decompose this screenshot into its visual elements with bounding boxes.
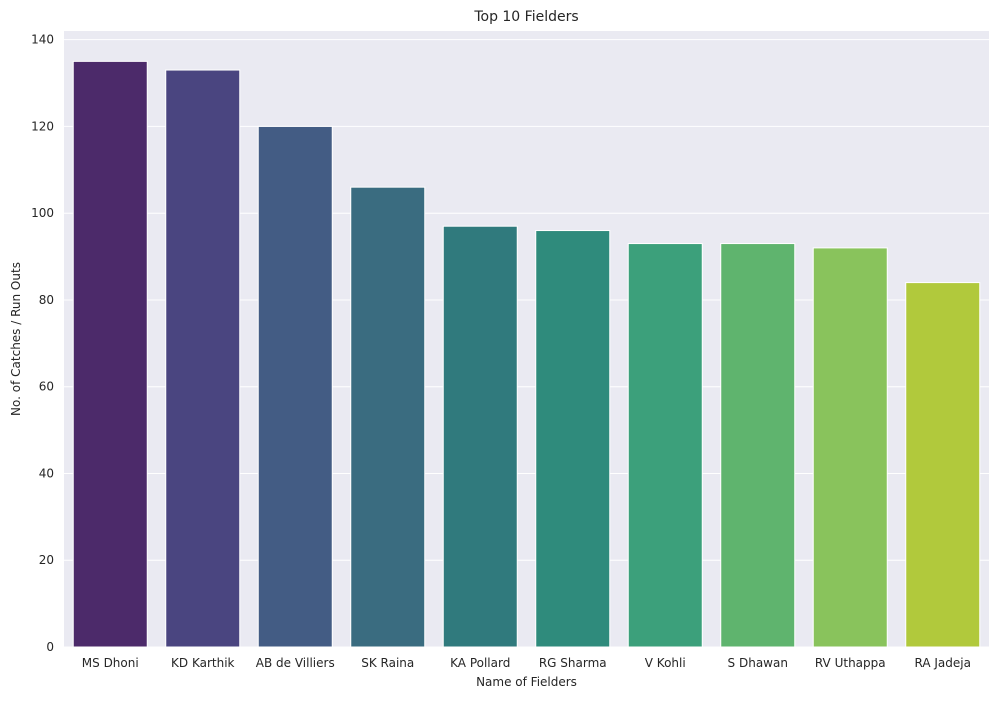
x-tick-label: MS Dhoni	[82, 656, 139, 670]
x-tick-label: RA Jadeja	[915, 656, 971, 670]
x-tick-label: KD Karthik	[171, 656, 235, 670]
y-tick-label: 0	[46, 640, 54, 654]
y-tick-label: 80	[39, 293, 54, 307]
x-axis-ticks: MS Dhoni KD Karthik AB de Villiers SK Raina…	[82, 656, 971, 670]
bar-ms-dhoni	[72, 60, 148, 648]
x-tick-label: SK Raina	[361, 656, 414, 670]
x-tick-label: RG Sharma	[539, 656, 607, 670]
bar-ra-jadeja	[905, 282, 981, 648]
y-tick-label: 20	[39, 553, 54, 567]
bar-ka-pollard	[442, 225, 518, 648]
bar-rg-sharma	[535, 230, 611, 648]
chart-title: Top 10 Fielders	[473, 9, 578, 25]
x-tick-label: KA Pollard	[450, 656, 510, 670]
bar-v-kohli	[627, 243, 703, 648]
x-tick-label: AB de Villiers	[256, 656, 335, 670]
x-tick-label: RV Uthappa	[815, 656, 886, 670]
y-axis-label: No. of Catches / Run Outs	[9, 262, 23, 416]
bar-sk-raina	[350, 186, 426, 648]
y-axis-ticks: 0 20 40 60 80 100 120 140	[31, 33, 54, 654]
x-tick-label: V Kohli	[645, 656, 686, 670]
bar-s-dhawan	[720, 243, 796, 648]
x-tick-label: S Dhawan	[728, 656, 788, 670]
bar-ab-de-villiers	[257, 125, 333, 648]
x-axis-label: Name of Fielders	[476, 675, 577, 689]
bars	[72, 60, 981, 648]
bar-kd-karthik	[165, 69, 241, 648]
y-tick-label: 140	[31, 33, 54, 47]
y-tick-label: 100	[31, 206, 54, 220]
y-tick-label: 40	[39, 466, 54, 480]
y-tick-label: 60	[39, 380, 54, 394]
bar-rv-uthappa	[812, 247, 888, 648]
y-tick-label: 120	[31, 119, 54, 133]
